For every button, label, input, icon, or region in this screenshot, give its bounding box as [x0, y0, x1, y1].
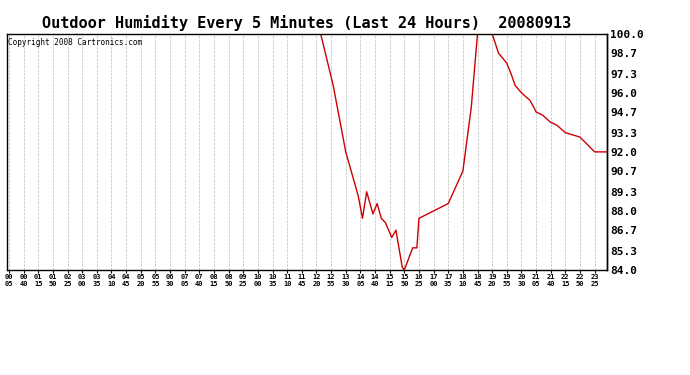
Text: Copyright 2008 Cartronics.com: Copyright 2008 Cartronics.com — [8, 39, 142, 48]
Title: Outdoor Humidity Every 5 Minutes (Last 24 Hours)  20080913: Outdoor Humidity Every 5 Minutes (Last 2… — [42, 15, 572, 31]
